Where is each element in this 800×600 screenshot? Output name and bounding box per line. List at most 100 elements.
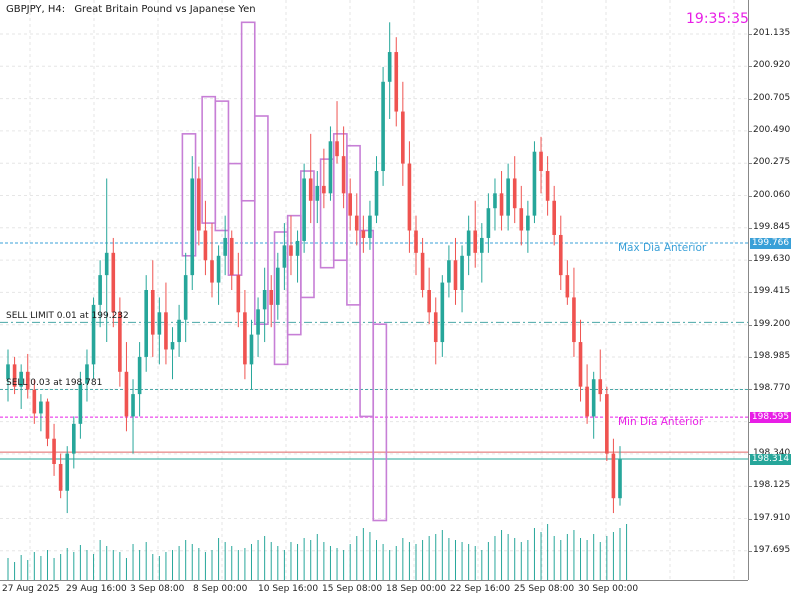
price-tick-label: 200.275 <box>753 157 791 168</box>
candle-body <box>532 151 537 216</box>
time-tick-label: 27 Aug 2025 <box>2 584 60 594</box>
candle-body <box>124 371 129 417</box>
candle-body <box>295 240 300 256</box>
time-tick-label: 30 Sep 00:00 <box>578 584 639 594</box>
time-tick-label: 15 Sep 08:00 <box>322 584 383 594</box>
time-tick-label: 10 Sep 16:00 <box>258 584 319 594</box>
candle-body <box>19 371 23 387</box>
sell-limit-order-label[interactable]: SELL LIMIT 0.01 at 199.232 <box>6 311 129 322</box>
candle-body <box>368 215 372 238</box>
candle-body <box>322 185 326 194</box>
candle-body <box>203 230 208 261</box>
price-tick-label: 199.630 <box>753 254 791 265</box>
candle-body <box>282 245 287 268</box>
candle-body <box>354 215 359 231</box>
candle-body <box>256 309 260 335</box>
candle-body <box>170 342 175 350</box>
price-tick-label: 200.490 <box>753 124 791 135</box>
candle-body <box>45 401 50 439</box>
price-chart[interactable] <box>0 0 748 580</box>
candle-body <box>433 312 438 343</box>
price-tick-mark <box>749 486 752 488</box>
range-box <box>253 115 269 326</box>
candle-body <box>611 453 616 499</box>
candle-body <box>545 171 550 201</box>
candle-body <box>111 252 116 313</box>
time-tick-label: 8 Sep 00:00 <box>193 584 248 594</box>
price-axis[interactable]: 201.135 200.920 200.705 200.490 200.275 200.0… <box>748 0 800 580</box>
time-tick-label: 22 Sep 16:00 <box>450 584 511 594</box>
candle-body <box>591 379 596 417</box>
price-tick-mark <box>749 195 752 197</box>
candle-body <box>394 52 399 112</box>
candle-body <box>78 383 83 424</box>
range-box <box>359 229 375 418</box>
price-tick-label: 200.920 <box>753 60 791 71</box>
candle-body <box>572 297 576 343</box>
price-tick-mark <box>749 98 752 100</box>
price-tick-label: 198.985 <box>753 351 791 361</box>
price-tick-label: 200.705 <box>753 92 791 103</box>
candle-body <box>157 312 162 335</box>
candle-body <box>243 312 247 365</box>
price-tick-mark <box>749 66 752 68</box>
price-tick-label: 199.200 <box>753 318 791 329</box>
candle-body <box>25 371 30 390</box>
range-box <box>227 162 243 276</box>
sell-order-label[interactable]: SELL 0.03 at 198.781 <box>6 378 103 389</box>
candle-body <box>526 215 530 231</box>
candle-body <box>585 386 589 417</box>
range-box <box>181 133 197 257</box>
candle-body <box>440 282 445 343</box>
candle-body <box>39 401 43 414</box>
range-box <box>346 144 361 306</box>
chart-header: GBPJPY, H4: Great Britain Pound vs Japan… <box>6 4 256 15</box>
candle-body <box>91 304 96 365</box>
candle-body <box>249 334 254 365</box>
candle-body <box>190 178 195 276</box>
min-dia-anterior-label: Min Dia Anterior <box>618 416 704 429</box>
candle-body <box>137 356 142 395</box>
candle-body <box>506 178 510 216</box>
candle-body <box>578 342 583 387</box>
candle-body <box>236 275 241 313</box>
time-tick-label: 29 Aug 16:00 <box>66 584 127 594</box>
candle-body <box>216 255 221 283</box>
candle-body <box>493 193 497 209</box>
price-tick-mark <box>749 357 752 358</box>
range-box <box>240 21 256 202</box>
candle-body <box>519 208 524 231</box>
candle-body <box>12 364 17 387</box>
candle-body <box>289 245 293 256</box>
candle-body <box>210 260 214 283</box>
range-box <box>372 323 388 522</box>
range-box <box>300 170 315 299</box>
candle-body <box>104 252 109 276</box>
candle-body <box>131 394 135 417</box>
time-axis[interactable]: 27 Aug 2025 29 Aug 16:00 3 Sep 08:00 8 Sep … <box>0 580 748 600</box>
chart-plot-area[interactable]: GBPJPY, H4: Great Britain Pound vs Japan… <box>0 0 748 580</box>
candle-body <box>387 52 392 82</box>
candle-body <box>427 290 431 313</box>
candle-body <box>308 178 313 201</box>
candle-body <box>381 81 385 172</box>
price-tick-label: 199.845 <box>753 221 791 232</box>
price-tick-label: 197.695 <box>753 544 791 555</box>
price-tick-mark <box>749 518 752 520</box>
price-tick-label: 198.125 <box>753 480 791 491</box>
bid-price-badge: 198.314 <box>750 453 791 465</box>
candle-body <box>52 438 56 464</box>
candle-body <box>6 364 10 380</box>
price-tick-mark <box>749 324 752 326</box>
candle-body <box>479 237 484 253</box>
range-box <box>286 214 302 336</box>
candle-body <box>71 423 76 454</box>
candle-body <box>150 290 155 335</box>
candle-body <box>223 237 227 256</box>
candle-body <box>466 230 471 256</box>
price-tick-mark <box>749 227 752 229</box>
candle-body <box>229 237 234 276</box>
price-tick-label: 200.060 <box>753 189 791 200</box>
price-tick-mark <box>749 260 752 262</box>
candle-body <box>473 230 478 253</box>
